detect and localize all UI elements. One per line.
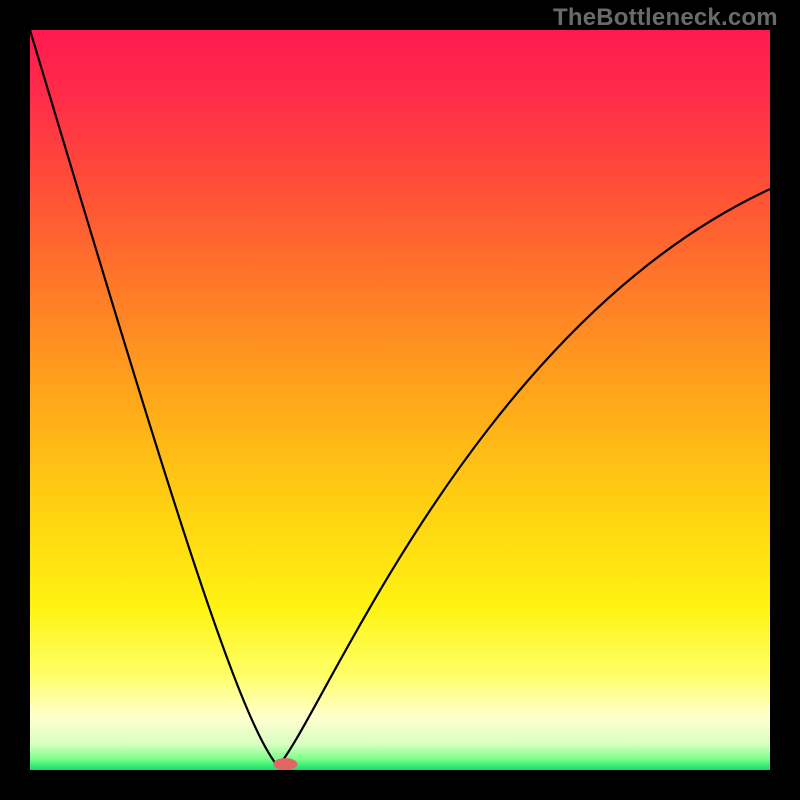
chart-root: TheBottleneck.com: [0, 0, 800, 800]
optimum-marker: [273, 758, 297, 770]
frame-left: [0, 0, 30, 800]
plot-background: [30, 30, 770, 770]
bottleneck-chart: [0, 0, 800, 800]
frame-right: [770, 0, 800, 800]
watermark-text: TheBottleneck.com: [553, 4, 778, 32]
frame-bottom: [0, 770, 800, 800]
